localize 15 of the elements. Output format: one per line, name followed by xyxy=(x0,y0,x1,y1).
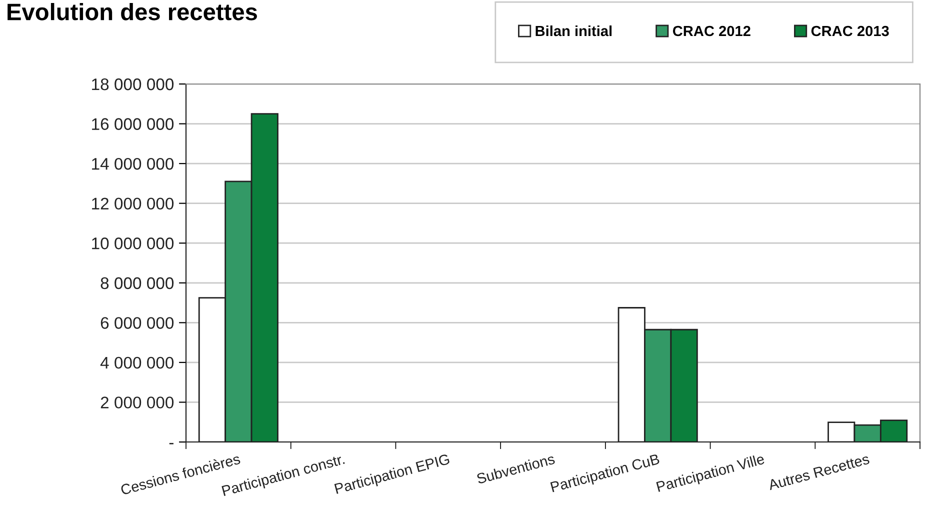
legend-label: CRAC 2013 xyxy=(811,26,889,36)
y-tick-label: - xyxy=(169,442,174,444)
chart-title: Evolution des recettes xyxy=(8,2,257,20)
y-tick-label: 10 000 000 xyxy=(92,238,174,250)
legend-label: Bilan initial xyxy=(536,25,612,36)
y-tick-label: 14 000 000 xyxy=(92,158,174,170)
y-tick-label: 16 000 000 xyxy=(92,118,174,130)
y-tick-label: 6 000 000 xyxy=(100,317,174,329)
y-tick-label: 8 000 000 xyxy=(100,277,174,290)
y-tick-label: 4 000 000 xyxy=(100,356,174,369)
legend-label: CRAC 2012 xyxy=(672,26,750,36)
x-tick-label: Autres Recettes xyxy=(768,454,870,490)
y-tick-label: 2 000 000 xyxy=(100,396,174,408)
y-tick-label: 18 000 000 xyxy=(92,78,174,90)
y-tick-label: 12 000 000 xyxy=(92,198,174,210)
